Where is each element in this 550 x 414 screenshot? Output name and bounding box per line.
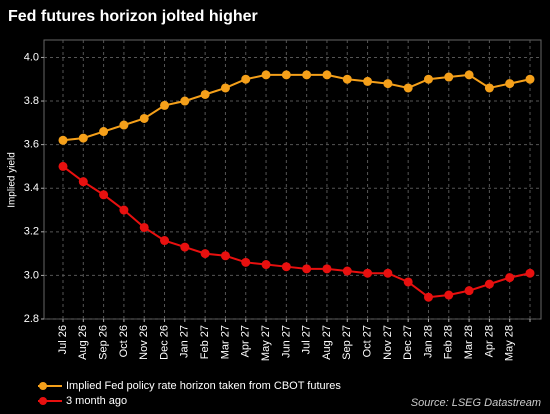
point: [505, 273, 515, 283]
point: [78, 133, 88, 143]
point: [484, 83, 494, 93]
point: [505, 79, 515, 89]
x-tick-label: Aug 27: [321, 325, 333, 360]
y-tick-label: 3.8: [24, 95, 39, 107]
point: [241, 74, 251, 84]
x-tick-label: Oct 27: [361, 325, 373, 357]
point: [363, 268, 373, 278]
x-tick-label: Feb 27: [199, 325, 211, 359]
x-tick-label: Dec 27: [402, 325, 414, 360]
x-tick-label: Apr 28: [483, 325, 495, 357]
point: [484, 279, 494, 289]
y-tick-label: 2.8: [24, 313, 39, 325]
point: [302, 70, 312, 80]
chart-title: Fed futures horizon jolted higher: [8, 8, 258, 25]
x-tick-label: Feb 28: [443, 325, 455, 359]
x-tick-label: Dec 26: [158, 325, 170, 360]
point: [220, 251, 230, 261]
point: [464, 70, 474, 80]
point: [139, 113, 149, 123]
x-tick-label: Nov 27: [382, 325, 394, 360]
legend-label: Implied Fed policy rate horizon taken fr…: [66, 380, 341, 392]
x-tick-label: Jan 27: [179, 325, 191, 358]
x-tick-label: Aug 26: [77, 325, 89, 360]
y-tick-label: 4.0: [24, 51, 39, 63]
y-tick-label: 3.2: [24, 226, 39, 238]
x-tick-label: Oct 26: [118, 325, 130, 357]
source: Source: LSEG Datastream: [411, 397, 541, 409]
point: [525, 74, 535, 84]
point: [261, 70, 271, 80]
y-tick-label: 3.0: [24, 269, 39, 281]
x-tick-label: Jun 27: [280, 325, 292, 358]
point: [322, 70, 332, 80]
point: [403, 277, 413, 287]
point: [160, 236, 170, 246]
point: [58, 161, 68, 171]
y-tick-label: 3.6: [24, 139, 39, 151]
plot-frame: [43, 39, 542, 320]
point: [180, 96, 190, 106]
point: [444, 72, 454, 82]
point: [383, 79, 393, 89]
x-tick-label: Jul 27: [301, 325, 313, 354]
point: [302, 264, 312, 274]
point: [99, 127, 109, 137]
point: [119, 120, 129, 130]
point: [423, 292, 433, 302]
x-tick-label: May 28: [504, 325, 516, 361]
legend-marker: [39, 397, 47, 405]
x-tick-label: May 27: [260, 325, 272, 361]
x-tick-label: Jul 26: [57, 325, 69, 354]
y-axis-label: Implied yield: [7, 152, 18, 208]
point: [160, 100, 170, 110]
point: [180, 242, 190, 252]
point: [139, 222, 149, 232]
point: [342, 74, 352, 84]
point: [464, 286, 474, 296]
point: [220, 83, 230, 93]
point: [119, 205, 129, 215]
x-tick-label: Mar 27: [219, 325, 231, 359]
point: [342, 266, 352, 276]
x-tick-label: Jan 28: [422, 325, 434, 358]
point: [281, 262, 291, 272]
legend-marker: [39, 382, 47, 390]
point: [99, 190, 109, 200]
point: [363, 76, 373, 86]
point: [281, 70, 291, 80]
point: [200, 249, 210, 259]
point: [444, 290, 454, 300]
x-tick-label: Sep 26: [98, 325, 110, 360]
point: [403, 83, 413, 93]
point: [58, 135, 68, 145]
point: [200, 89, 210, 99]
point: [241, 257, 251, 267]
point: [423, 74, 433, 84]
x-tick-label: Nov 26: [138, 325, 150, 360]
point: [261, 260, 271, 270]
legend-label: 3 month ago: [66, 395, 127, 407]
x-tick-label: Sep 27: [341, 325, 353, 360]
point: [383, 268, 393, 278]
x-tick-label: Mar 28: [463, 325, 475, 359]
point: [322, 264, 332, 274]
y-tick-label: 3.4: [24, 182, 39, 194]
x-tick-label: Apr 27: [240, 325, 252, 357]
point: [78, 177, 88, 187]
point: [525, 268, 535, 278]
series-line: [62, 73, 531, 142]
